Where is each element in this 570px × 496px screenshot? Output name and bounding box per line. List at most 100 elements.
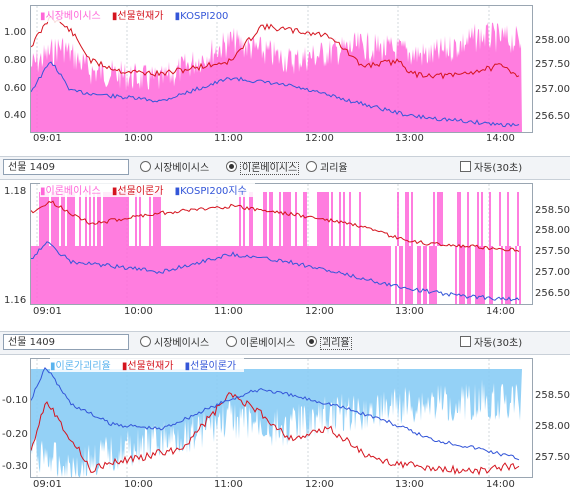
- theory-basis-bar: [155, 192, 157, 246]
- auto-refresh-checkbox[interactable]: 자동(30초): [460, 161, 522, 176]
- theory-basis-gap: [517, 246, 519, 304]
- time-tick: 12:00: [305, 479, 334, 490]
- theory-basis-bar: [411, 192, 413, 246]
- chart-svg-1: [31, 6, 522, 132]
- left-tick: 1.16: [4, 295, 27, 306]
- theory-basis-bar: [117, 192, 119, 246]
- right-tick: 257.00: [535, 267, 570, 278]
- theory-basis-bar: [63, 192, 65, 246]
- time-tick: 14:00: [486, 306, 515, 317]
- theory-basis-gap: [413, 246, 415, 304]
- left-tick: 1.00: [4, 27, 27, 38]
- futures-theory-price-line: [31, 200, 520, 252]
- left-tick: -0.20: [2, 429, 28, 440]
- radio-disparity[interactable]: 괴리율: [306, 336, 352, 351]
- time-tick: 10:00: [124, 306, 153, 317]
- time-tick: 12:00: [305, 306, 334, 317]
- radio-theory-basis[interactable]: 이론베이시스: [226, 161, 300, 176]
- time-tick: 11:00: [214, 306, 243, 317]
- legend-item-kospi200-index: ▮KOSPI200지수: [174, 186, 247, 197]
- theory-basis-bar: [239, 192, 241, 246]
- theory-basis-bar: [441, 192, 443, 246]
- futures-code-input[interactable]: 선물 1409: [3, 159, 129, 175]
- theory-basis-bar: [61, 192, 63, 246]
- theory-basis-bar: [115, 192, 117, 246]
- futures-code-input[interactable]: 선물 1409: [3, 334, 129, 350]
- theory-basis-gap: [415, 246, 417, 304]
- theory-basis-gap: [393, 246, 395, 304]
- plot-area-1[interactable]: [30, 5, 533, 133]
- right-tick: 256.50: [535, 111, 570, 122]
- left-tick: -0.10: [2, 395, 28, 406]
- theory-basis-bar: [325, 192, 327, 246]
- theory-basis-gap: [445, 246, 447, 304]
- theory-basis-bar: [45, 192, 47, 246]
- theory-basis-bar: [149, 192, 151, 246]
- plot-area-2[interactable]: [30, 183, 533, 305]
- theory-basis-bar: [269, 192, 271, 246]
- right-tick: 257.50: [535, 246, 570, 257]
- radio-disparity[interactable]: 괴리율: [306, 161, 348, 176]
- theory-basis-bar: [107, 192, 109, 246]
- radio-theory-basis[interactable]: 이론베이시스: [226, 336, 295, 351]
- theory-basis-bar: [489, 192, 491, 246]
- legend-item-theory-basis: ▮이론베이시스: [40, 186, 101, 197]
- theory-basis-bar: [339, 192, 341, 246]
- time-tick: 14:00: [486, 479, 515, 490]
- theory-basis-bar: [55, 192, 57, 246]
- theory-basis-bar: [135, 192, 137, 246]
- legend-item-futures-theory-price: ▮선물이론가: [184, 361, 237, 372]
- checkbox-icon: [460, 336, 471, 347]
- theory-basis-gap: [437, 246, 439, 304]
- left-tick: 0.60: [4, 83, 27, 94]
- legend-item-futures-theory-price: ▮선물이론가: [111, 186, 164, 197]
- theory-basis-bar: [457, 192, 459, 246]
- right-tick: 258.00: [535, 225, 570, 236]
- theory-basis-bar: [271, 192, 273, 246]
- toolbar-panel-2: 선물 1409 시장베이시스 이론베이시스 괴리율 자동(30초): [0, 156, 570, 180]
- theory-basis-bar: [433, 192, 435, 246]
- theory-basis-bar: [439, 192, 441, 246]
- time-tick: 10:00: [124, 479, 153, 490]
- theory-basis-bar: [159, 192, 161, 246]
- theory-basis-bar: [459, 192, 461, 246]
- theory-basis-bar: [289, 192, 291, 246]
- right-tick: 258.50: [535, 390, 570, 401]
- chart-svg-2: [31, 184, 523, 304]
- theory-basis-bar: [73, 192, 75, 246]
- theory-basis-bar: [43, 192, 45, 246]
- left-tick: -0.30: [2, 461, 28, 472]
- plot-area-3[interactable]: [30, 358, 533, 478]
- time-tick: 12:00: [305, 133, 334, 144]
- right-tick: 257.00: [535, 84, 570, 95]
- market-basis-area: [31, 22, 522, 132]
- theory-basis-gap: [403, 246, 405, 304]
- kospi200-line: [31, 61, 520, 128]
- theory-basis-bar: [93, 192, 95, 246]
- theory-basis-bar: [437, 192, 439, 246]
- right-tick: 257.50: [535, 452, 570, 463]
- theory-basis-bar: [481, 192, 483, 246]
- legend-item-futures-price: ▮선물현재가: [111, 11, 164, 22]
- theory-basis-bar: [283, 192, 285, 246]
- right-tick: 258.00: [535, 421, 570, 432]
- radio-market-basis[interactable]: 시장베이시스: [140, 161, 209, 176]
- legend-1: ▮시장베이시스 ▮선물현재가 ▮KOSPI200: [40, 7, 237, 22]
- auto-refresh-checkbox[interactable]: 자동(30초): [460, 336, 522, 351]
- right-tick: 258.00: [535, 35, 570, 46]
- legend-2: ▮이론베이시스 ▮선물이론가 ▮KOSPI200지수: [40, 182, 255, 197]
- toolbar-panel-3: 선물 1409 시장베이시스 이론베이시스 괴리율 자동(30초): [0, 331, 570, 355]
- time-tick: 14:00: [486, 133, 515, 144]
- theory-basis-gap: [513, 246, 515, 304]
- chart-panel-market-basis: ▮시장베이시스 ▮선물현재가 ▮KOSPI200 1.00 0.80 0.60 …: [0, 0, 570, 150]
- radio-dot-icon: [226, 161, 237, 172]
- radio-dot-icon: [140, 336, 151, 347]
- theory-basis-bar: [327, 192, 329, 246]
- radio-market-basis[interactable]: 시장베이시스: [140, 336, 209, 351]
- theory-basis-bar: [67, 192, 69, 246]
- theory-basis-bar: [467, 192, 469, 246]
- theory-basis-bar: [153, 192, 155, 246]
- theory-basis-gap: [397, 246, 399, 304]
- checkbox-icon: [460, 161, 471, 172]
- theory-basis-bar: [343, 192, 345, 246]
